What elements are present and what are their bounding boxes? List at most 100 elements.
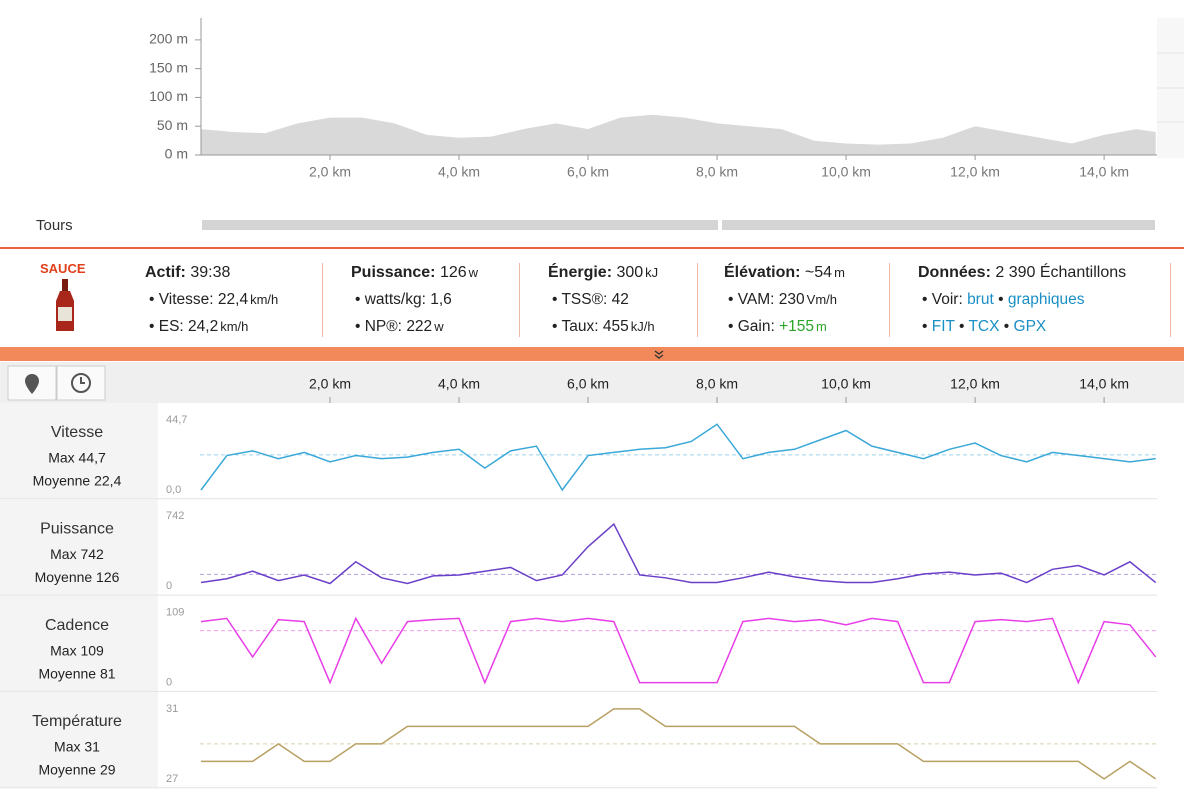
laps-label: Tours: [36, 217, 73, 234]
clock-icon: [71, 373, 91, 393]
trace-line: [200, 423, 1156, 492]
link[interactable]: TCX: [955, 318, 1000, 335]
stat-item: Voir: brutgraphiques: [918, 286, 1126, 313]
item-label: watts/kg:: [364, 291, 426, 308]
x-tick-label: 4,0 km: [438, 376, 480, 392]
item-value: 455: [602, 318, 629, 335]
stat-item: TSS®: 42: [548, 286, 658, 313]
x-tick-label: 12,0 km: [950, 376, 1000, 392]
item-unit: m: [816, 319, 827, 334]
stat-title: Énergie:: [548, 264, 613, 281]
item-unit: km/h: [220, 319, 249, 334]
logo-icon: [56, 279, 74, 331]
y-tick-label: 100 m: [149, 88, 188, 104]
stat-title: Données:: [918, 264, 991, 281]
trace-line: [200, 616, 1157, 685]
stat-item: Vitesse: 22,4km/h: [145, 286, 279, 313]
y-tick-label: 0 m: [165, 146, 188, 162]
lap-bar[interactable]: [722, 220, 1155, 230]
item-value: +155: [779, 318, 815, 335]
stat-headline: Puissance: 126 w: [351, 264, 478, 281]
y-tick-label: 200 m: [149, 31, 188, 47]
collapse-bar[interactable]: [0, 346, 1184, 362]
x-tick-label: 4,0 km: [438, 164, 480, 180]
link[interactable]: GPX: [999, 318, 1046, 335]
y-tick-label: 50 m: [157, 117, 188, 133]
item-value: 22,4: [217, 291, 249, 308]
separator: [889, 263, 890, 337]
item-label: Gain:: [737, 318, 775, 335]
row-title: Cadence: [45, 617, 109, 634]
elevation-chart: Tours 0 m 50 m 100 m 150 m 200 m 2,0 km 4,0 km…: [36, 18, 1184, 234]
row-max: Max 31: [54, 739, 100, 755]
stat-value: 126: [439, 264, 467, 281]
row-max: Max 742: [50, 546, 104, 562]
logo-text: SAUCE: [40, 261, 86, 276]
stat-group: Actif: 39:38 Vitesse: 22,4km/hES: 24,2km/…: [145, 259, 278, 340]
y-tick-label: 109: [166, 607, 184, 619]
lap-bar[interactable]: [202, 220, 718, 230]
item-value: 42: [611, 291, 629, 308]
separator: [697, 263, 698, 337]
item-value: 24,2: [188, 318, 219, 335]
row-title: Vitesse: [51, 424, 103, 441]
row-average: Moyenne 126: [35, 569, 120, 585]
link[interactable]: graphiques: [994, 291, 1085, 308]
stat-headline: Actif: 39:38: [145, 264, 230, 281]
row-max: Max 109: [50, 642, 104, 658]
stat-group: Données: 2 390 Échantillons Voir: brutgra…: [918, 259, 1126, 340]
item-unit: w: [434, 319, 444, 334]
stat-unit: w: [468, 265, 479, 280]
y-tick-label: 150 m: [149, 59, 188, 75]
stat-unit: kJ: [645, 265, 659, 280]
y-tick-label: 0: [166, 580, 172, 592]
label-panel: [0, 691, 158, 788]
x-tick-label: 6,0 km: [567, 376, 609, 392]
link[interactable]: FIT: [931, 318, 955, 335]
x-tick-label: 8,0 km: [696, 164, 738, 180]
stat-value: 39:38: [190, 264, 231, 281]
label-panel: [0, 499, 158, 595]
trace-line: [201, 708, 1157, 780]
stat-headline: Énergie: 300 kJ: [548, 264, 658, 281]
stat-title: Puissance:: [351, 264, 436, 281]
x-tick-label: 8,0 km: [696, 376, 738, 392]
item-value: 222: [406, 318, 433, 335]
y-tick-label: 0: [166, 677, 172, 689]
row-title: Température: [32, 713, 122, 730]
item-value: 1,6: [430, 291, 452, 308]
x-tick-label: 2,0 km: [309, 164, 351, 180]
item-label: VAM:: [737, 291, 775, 308]
row-max: Max 44,7: [48, 450, 106, 466]
pin-icon: [25, 374, 39, 394]
stat-value: 2 390 Échantillons: [995, 264, 1127, 281]
y-tick-label: 27: [166, 773, 178, 785]
separator: [1170, 263, 1171, 337]
item-unit: Vm/h: [806, 292, 838, 307]
item-label: Taux:: [561, 318, 599, 335]
stat-title: Élévation:: [724, 264, 801, 281]
separator: [519, 263, 520, 337]
stat-item: watts/kg: 1,6: [351, 286, 478, 313]
stat-headline: Élévation: ~54 m: [724, 264, 845, 281]
link[interactable]: brut: [967, 291, 994, 308]
stat-title: Actif:: [145, 264, 186, 281]
stat-item: ES: 24,2km/h: [145, 313, 278, 340]
y-tick-label: 0,0: [166, 484, 181, 496]
x-tick-label: 12,0 km: [950, 164, 1000, 180]
trace-line: [200, 522, 1157, 585]
row-average: Moyenne 22,4: [33, 473, 122, 489]
y-tick-label: 44,7: [166, 414, 187, 426]
summary: SAUCE Actif: 39:38 Vitesse: 22,4km/hES: 2…: [0, 247, 1184, 346]
elevation-area: [201, 114, 1156, 155]
row-average: Moyenne 81: [38, 665, 115, 681]
row-average: Moyenne 29: [38, 762, 115, 778]
row-title: Puissance: [40, 521, 114, 538]
